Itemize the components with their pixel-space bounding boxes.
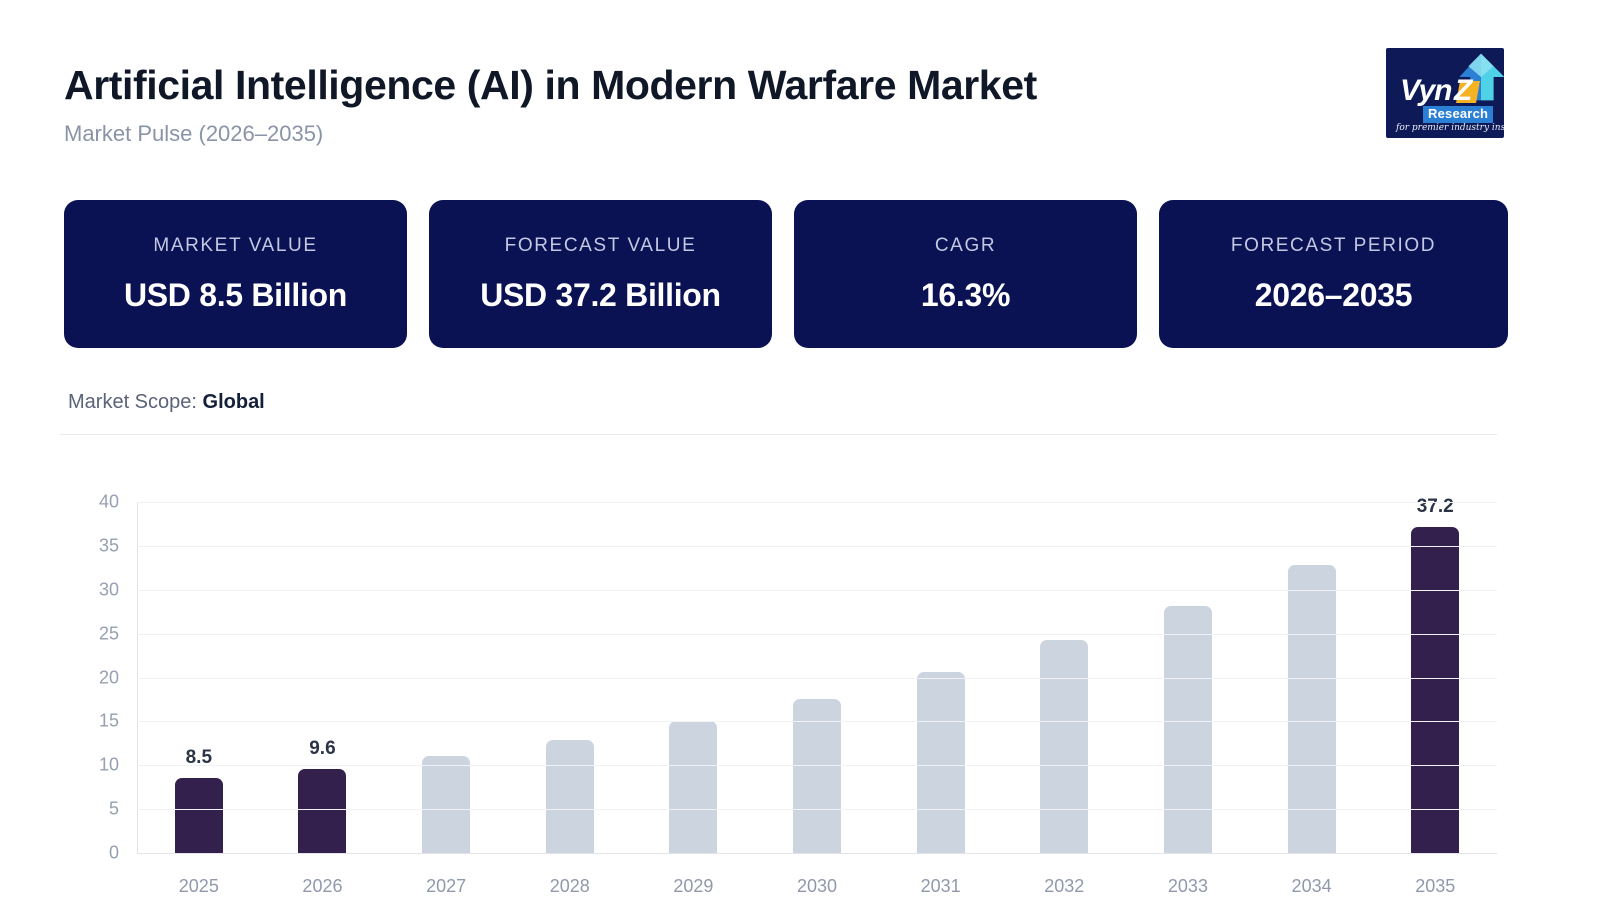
market-scope: Market Scope: Global bbox=[68, 391, 265, 414]
chart-bar[interactable] bbox=[422, 755, 471, 853]
bar-slot: 8.5 2025 bbox=[137, 502, 261, 896]
page-header: Artificial Intelligence (AI) in Modern W… bbox=[64, 62, 1364, 147]
gridline bbox=[137, 765, 1497, 767]
x-axis-tick-label: 2026 bbox=[302, 876, 343, 896]
y-axis-tick-label: 25 bbox=[98, 623, 119, 644]
gridline bbox=[137, 853, 1497, 854]
stat-card-label: MARKET VALUE bbox=[153, 234, 318, 256]
x-axis-tick-label: 2027 bbox=[426, 876, 467, 896]
y-axis-tick-label: 5 bbox=[108, 798, 119, 819]
stat-card-market-value[interactable]: MARKET VALUE USD 8.5 Billion bbox=[64, 200, 407, 348]
x-axis-tick-label: 2025 bbox=[178, 876, 219, 896]
logo-brand-z: Z bbox=[1454, 74, 1473, 107]
chart-bar[interactable]: 9.6 bbox=[298, 738, 347, 853]
chart-bar[interactable] bbox=[1287, 565, 1336, 853]
stat-card-forecast-period[interactable]: FORECAST PERIOD 2026–2035 bbox=[1159, 200, 1508, 348]
bar-slot: 37.2 2035 bbox=[1373, 496, 1497, 896]
y-axis-tick-label: 20 bbox=[98, 667, 119, 687]
stat-card-value: 2026–2035 bbox=[1254, 276, 1413, 313]
market-size-bar-chart: Market Size (USD Billion) 8.520259.62026… bbox=[0, 455, 1600, 896]
y-axis-tick-label: 35 bbox=[98, 535, 119, 556]
stat-card-label: FORECAST PERIOD bbox=[1230, 234, 1437, 256]
chart-bar[interactable]: 8.5 bbox=[174, 747, 223, 853]
x-axis-tick-label: 2032 bbox=[1044, 876, 1085, 896]
gridline bbox=[137, 809, 1497, 811]
logo-brand-primary: Vyn bbox=[1400, 74, 1452, 107]
bar-value-label: 37.2 bbox=[1416, 495, 1454, 517]
x-axis-tick-label: 2033 bbox=[1167, 876, 1208, 896]
bar-slot: 2027 bbox=[384, 502, 508, 896]
stat-card-label: FORECAST VALUE bbox=[504, 234, 697, 256]
x-axis-tick-label: 2028 bbox=[549, 876, 590, 896]
x-axis-tick-label: 2031 bbox=[920, 876, 961, 896]
bar-slot: 2029 bbox=[632, 502, 756, 896]
y-axis-tick-label: 15 bbox=[98, 710, 119, 731]
y-axis-tick-label: 40 bbox=[98, 491, 119, 512]
chart-bar[interactable] bbox=[1163, 606, 1212, 853]
chart-bar[interactable]: 37.2 bbox=[1411, 496, 1460, 853]
page-subtitle: Market Pulse (2026–2035) bbox=[64, 121, 324, 147]
chart-plot-area: 8.5 2025 9.6 2026 2027 2028 2029 2030 2031 2032 20… bbox=[99, 492, 1497, 896]
bar-slot: 2033 bbox=[1126, 502, 1250, 896]
section-divider bbox=[60, 434, 1497, 435]
stat-card-label: CAGR bbox=[934, 234, 997, 256]
bar-value-label: 8.5 bbox=[185, 747, 213, 769]
gridline bbox=[137, 633, 1497, 635]
logo-brand-secondary: Research bbox=[1423, 106, 1494, 123]
stat-card-value: USD 8.5 Billion bbox=[123, 276, 348, 313]
stat-card-forecast-value[interactable]: FORECAST VALUE USD 37.2 Billion bbox=[429, 200, 772, 348]
bar-slot: 2032 bbox=[1002, 502, 1126, 896]
x-axis-tick-label: 2029 bbox=[673, 876, 714, 896]
chart-bar[interactable] bbox=[916, 672, 965, 853]
stat-cards: MARKET VALUE USD 8.5 Billion FORECAST VA… bbox=[64, 200, 1508, 348]
y-axis-tick-label: 0 bbox=[108, 842, 119, 863]
y-axis-tick-label: 10 bbox=[98, 754, 119, 775]
x-axis-tick-label: 2030 bbox=[796, 876, 838, 896]
stat-card-value: USD 37.2 Billion bbox=[480, 276, 721, 313]
chart-bar[interactable] bbox=[793, 698, 842, 853]
gridline bbox=[137, 677, 1497, 679]
logo-inner: Vyn Z Research for premier industry insi… bbox=[1386, 48, 1504, 138]
x-axis-tick-label: 2035 bbox=[1415, 876, 1456, 896]
gridline bbox=[137, 589, 1497, 591]
gridline bbox=[137, 545, 1497, 547]
vynz-research-logo[interactable]: Vyn Z Research for premier industry insi… bbox=[1386, 48, 1504, 138]
market-scope-value: Global bbox=[202, 391, 265, 413]
chart-bar[interactable] bbox=[669, 720, 718, 853]
page-title: Artificial Intelligence (AI) in Modern W… bbox=[64, 62, 1037, 108]
chart-bars: 8.5 2025 9.6 2026 2027 2028 2029 2030 2031 2032 20… bbox=[137, 496, 1497, 896]
gridline bbox=[137, 721, 1497, 723]
bar-slot: 2034 bbox=[1250, 502, 1374, 896]
bar-slot: 2028 bbox=[508, 502, 632, 896]
stat-card-value: 16.3% bbox=[920, 276, 1011, 313]
market-scope-label: Market Scope: bbox=[68, 391, 197, 413]
y-axis-tick-label: 30 bbox=[98, 579, 119, 600]
logo-tagline: for premier industry insights bbox=[1396, 123, 1504, 133]
bar-slot: 2030 bbox=[755, 502, 879, 896]
chart-bar[interactable] bbox=[1040, 639, 1089, 853]
gridline bbox=[137, 502, 1497, 503]
stat-card-cagr[interactable]: CAGR 16.3% bbox=[794, 200, 1137, 348]
bar-value-label: 9.6 bbox=[309, 737, 336, 759]
bar-slot: 9.6 2026 bbox=[261, 502, 385, 896]
chart-bar[interactable] bbox=[545, 739, 594, 853]
x-axis-tick-label: 2034 bbox=[1291, 876, 1332, 896]
bar-slot: 2031 bbox=[879, 502, 1003, 896]
